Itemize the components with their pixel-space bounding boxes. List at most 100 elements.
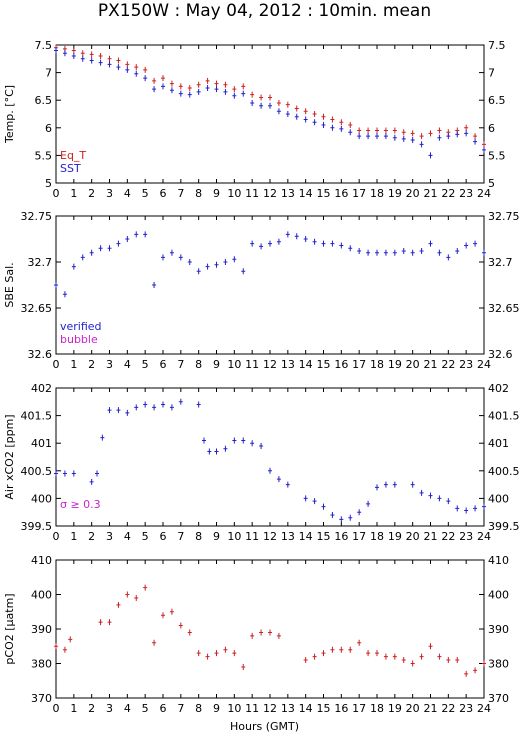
data-point [366, 249, 371, 256]
data-point [259, 102, 264, 109]
data-point [312, 238, 317, 245]
data-point [330, 124, 335, 131]
data-point [410, 136, 415, 143]
data-point [276, 99, 281, 106]
data-point [143, 66, 148, 73]
data-point [383, 481, 388, 488]
data-point [250, 91, 255, 98]
data-point [107, 55, 112, 62]
data-point [303, 657, 308, 664]
data-point [392, 127, 397, 134]
data-point [294, 105, 299, 112]
data-point [482, 503, 486, 510]
data-point [80, 55, 85, 62]
data-point [214, 448, 219, 455]
data-point [187, 85, 192, 92]
y-tick-label-right: 6 [488, 122, 495, 135]
x-tick-label: 22 [441, 358, 455, 371]
x-tick-label: 17 [352, 358, 366, 371]
x-tick-label: 19 [388, 530, 402, 543]
data-point [62, 291, 67, 298]
data-point [125, 591, 130, 598]
data-point [383, 249, 388, 256]
data-point [98, 619, 103, 626]
y-tick-label-right: 5.5 [488, 149, 506, 162]
data-point [205, 263, 210, 270]
legend-entry: bubble [60, 333, 98, 346]
x-tick-label: 11 [245, 530, 259, 543]
y-tick-label-left: 399.5 [21, 520, 53, 533]
data-point [259, 94, 264, 101]
x-tick-label: 18 [370, 187, 384, 200]
data-point [223, 81, 228, 88]
data-point [250, 240, 255, 247]
data-point [464, 124, 469, 131]
data-point [89, 249, 94, 256]
data-point [71, 53, 76, 60]
data-point [54, 470, 58, 477]
data-point [161, 83, 165, 90]
data-point [428, 643, 433, 650]
data-point [419, 653, 424, 660]
x-tick-label: 3 [106, 702, 113, 715]
data-point [187, 259, 192, 265]
x-tick-label: 24 [477, 187, 491, 200]
y-tick-label-left: 370 [31, 692, 52, 705]
data-point [455, 131, 460, 138]
data-point [134, 70, 139, 77]
x-tick-label: 16 [334, 702, 348, 715]
x-tick-label: 15 [317, 530, 331, 543]
y-tick-label-right: 401 [488, 437, 509, 450]
data-point [125, 409, 130, 416]
x-tick-label: 24 [477, 530, 491, 543]
x-tick-label: 21 [424, 187, 438, 200]
x-tick-label: 11 [245, 187, 259, 200]
data-point [276, 632, 281, 639]
data-point [348, 129, 353, 136]
x-tick-label: 14 [299, 530, 313, 543]
x-tick-label: 10 [227, 358, 241, 371]
data-point [259, 629, 264, 636]
x-tick-label: 10 [227, 530, 241, 543]
data-point [250, 99, 255, 106]
y-tick-label-left: 6.5 [35, 94, 53, 107]
x-tick-label: 23 [459, 530, 473, 543]
x-tick-label: 6 [160, 530, 167, 543]
x-tick-label: 9 [213, 530, 220, 543]
x-tick-label: 0 [53, 187, 60, 200]
y-tick-label-left: 400 [31, 589, 52, 602]
data-point [348, 122, 353, 129]
data-point [116, 407, 121, 414]
plot-frame-1 [55, 215, 485, 355]
data-point [143, 231, 148, 238]
data-point [473, 133, 478, 140]
data-point [169, 404, 174, 411]
x-tick-label: 8 [195, 358, 202, 371]
data-point [98, 59, 103, 66]
data-point [464, 670, 469, 677]
data-point [285, 481, 290, 488]
data-point [321, 650, 326, 657]
data-point [473, 240, 478, 247]
y-tick-label-right: 32.7 [488, 256, 513, 269]
data-point [401, 247, 406, 254]
x-tick-label: 12 [263, 187, 277, 200]
data-point [107, 407, 112, 414]
data-point [366, 650, 371, 657]
plot-frame-0 [55, 44, 485, 184]
data-point [401, 135, 406, 142]
data-point [62, 646, 67, 653]
data-point [455, 657, 460, 664]
data-point [232, 86, 237, 93]
data-point [241, 663, 246, 670]
x-tick-label: 9 [213, 358, 220, 371]
data-point [392, 481, 397, 488]
data-point [276, 238, 281, 245]
data-point [134, 594, 139, 601]
data-point [250, 440, 255, 447]
x-tick-label: 23 [459, 358, 473, 371]
plot-frame-2 [55, 387, 485, 527]
x-tick-label: 21 [424, 702, 438, 715]
data-point [419, 489, 424, 496]
